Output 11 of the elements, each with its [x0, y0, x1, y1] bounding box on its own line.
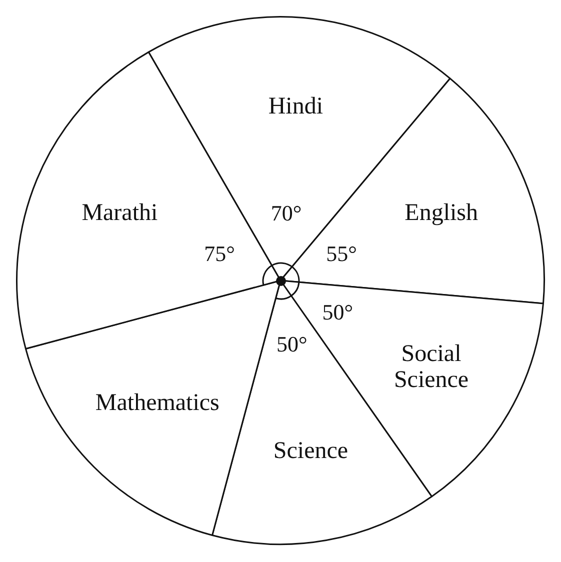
data-label: 75°	[204, 241, 235, 266]
slice-label: Hindi	[268, 93, 324, 120]
slice-label: Social Science	[394, 340, 469, 393]
slice-label: Marathi	[82, 200, 158, 226]
slice-label: Science	[273, 438, 348, 464]
slice-label: English	[404, 200, 478, 226]
data-label: 55°	[326, 241, 357, 266]
data-label: 50°	[322, 299, 354, 324]
slice-label: Mathematics	[95, 390, 220, 416]
data-label: 50°	[276, 331, 308, 356]
data-label: 70°	[270, 200, 302, 226]
